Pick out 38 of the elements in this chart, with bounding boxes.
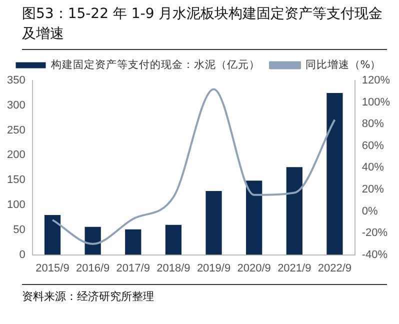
y2-tick-label: 80% bbox=[362, 118, 384, 130]
y-tick-label: 250 bbox=[6, 124, 26, 136]
y-tick-label: 150 bbox=[6, 174, 26, 186]
x-tick-label: 2018/9 bbox=[156, 262, 190, 274]
y-tick-label: 200 bbox=[6, 149, 26, 162]
bar bbox=[206, 191, 222, 255]
y2-tick-label: 20% bbox=[362, 183, 384, 196]
x-tick-label: 2020/9 bbox=[237, 262, 271, 274]
chart-title: 图53：15-22 年 1-9 月水泥板块构建固定资产等支付现金及增速 bbox=[22, 4, 387, 50]
y2-tick-label: -20% bbox=[362, 227, 388, 240]
bar bbox=[84, 226, 101, 255]
x-tick-label: 2017/9 bbox=[116, 262, 150, 274]
x-tick-label: 2019/9 bbox=[196, 262, 231, 274]
y-tick-label: 0 bbox=[19, 248, 26, 261]
bar bbox=[246, 180, 262, 255]
x-tick-label: 2022/9 bbox=[318, 262, 352, 274]
legend-label: 同比增速（%） bbox=[305, 58, 382, 71]
bar bbox=[286, 167, 302, 255]
y-tick-label: 350 bbox=[6, 74, 26, 87]
bar bbox=[44, 214, 61, 255]
y2-tick-label: 60% bbox=[362, 140, 384, 152]
y2-tick-label: 40% bbox=[362, 162, 384, 174]
x-tick-label: 2015/9 bbox=[36, 262, 70, 274]
x-tick-label: 2021/9 bbox=[278, 262, 312, 274]
line-series bbox=[52, 88, 336, 245]
y-tick-label: 50 bbox=[13, 224, 26, 236]
y2-tick-label: 120% bbox=[362, 74, 390, 87]
bar bbox=[165, 224, 182, 255]
y2-tick-label: 100% bbox=[362, 96, 390, 108]
bar bbox=[125, 229, 142, 255]
y-tick-label: 300 bbox=[6, 99, 26, 112]
x-tick-label: 2016/9 bbox=[76, 262, 110, 274]
y2-tick-label: 0% bbox=[362, 205, 378, 218]
bar bbox=[326, 92, 343, 255]
legend-label: 构建固定资产等支付的现金：水泥（亿元） bbox=[50, 58, 260, 71]
y-tick-label: 100 bbox=[6, 199, 26, 212]
text: 资料来源：经济研究所整理 bbox=[22, 284, 387, 304]
y2-tick-label: -40% bbox=[362, 248, 388, 261]
